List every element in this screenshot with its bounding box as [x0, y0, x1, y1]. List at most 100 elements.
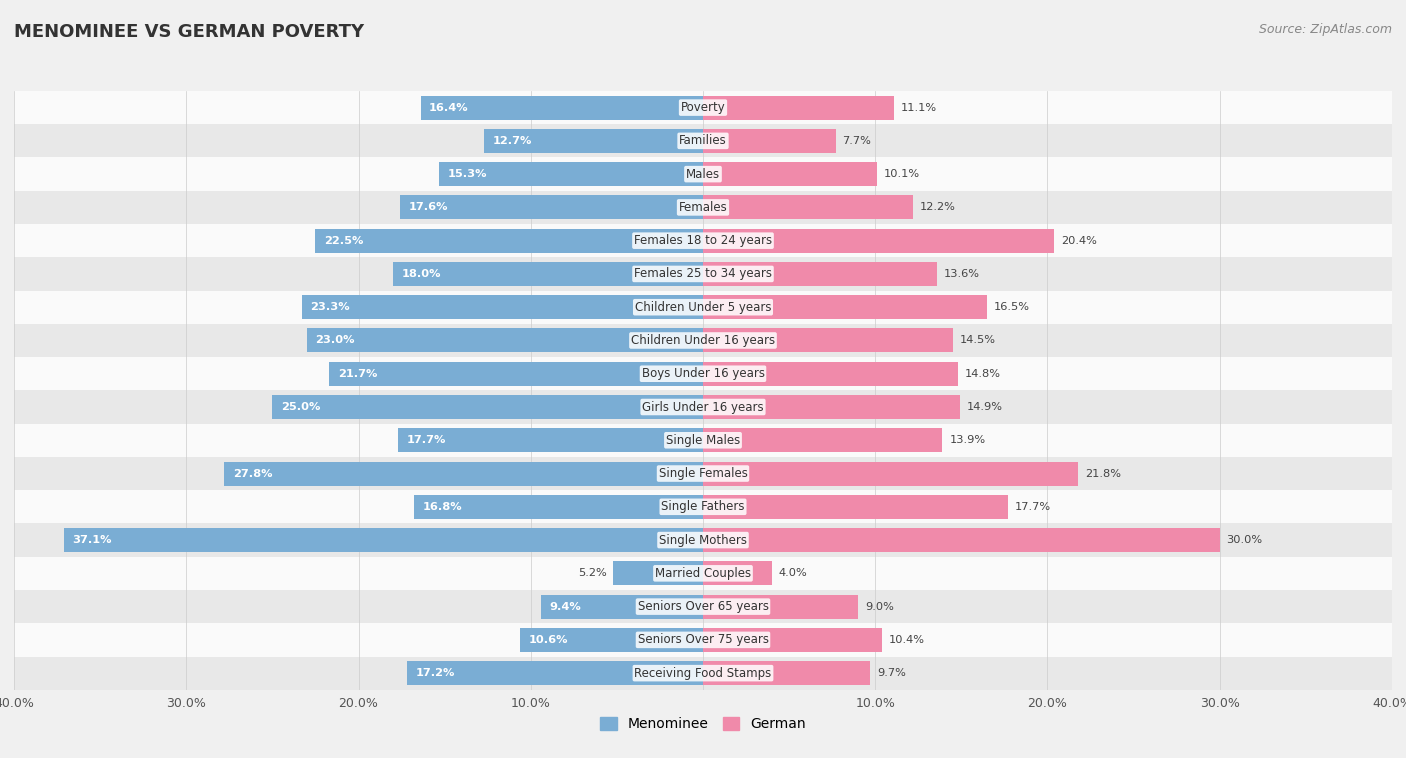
Text: Girls Under 16 years: Girls Under 16 years	[643, 400, 763, 414]
Bar	[14, 390, 1392, 424]
Text: Females 25 to 34 years: Females 25 to 34 years	[634, 268, 772, 280]
Bar	[703, 262, 938, 286]
Text: 4.0%: 4.0%	[779, 568, 807, 578]
Bar	[703, 328, 953, 352]
Bar	[14, 524, 1392, 556]
Text: 14.9%: 14.9%	[966, 402, 1002, 412]
Text: Females: Females	[679, 201, 727, 214]
Bar	[520, 628, 703, 652]
Bar	[703, 428, 942, 453]
Text: 17.2%: 17.2%	[415, 668, 454, 678]
Text: 16.8%: 16.8%	[422, 502, 463, 512]
Bar	[14, 556, 1392, 590]
Bar	[65, 528, 703, 552]
Text: 10.6%: 10.6%	[529, 635, 568, 645]
Bar	[302, 295, 703, 319]
Text: 21.8%: 21.8%	[1085, 468, 1122, 478]
Text: 30.0%: 30.0%	[1226, 535, 1263, 545]
Bar	[14, 290, 1392, 324]
Bar	[398, 428, 703, 453]
Text: 22.5%: 22.5%	[323, 236, 364, 246]
Bar	[484, 129, 703, 153]
Text: 17.6%: 17.6%	[409, 202, 449, 212]
Bar	[14, 191, 1392, 224]
Bar	[14, 424, 1392, 457]
Bar	[703, 162, 877, 186]
Bar	[14, 490, 1392, 524]
Text: 13.6%: 13.6%	[945, 269, 980, 279]
Text: 21.7%: 21.7%	[337, 368, 377, 379]
Bar	[703, 229, 1054, 252]
Bar	[440, 162, 703, 186]
Bar	[329, 362, 703, 386]
Bar	[315, 229, 703, 252]
Bar	[14, 224, 1392, 257]
Text: Children Under 5 years: Children Under 5 years	[634, 301, 772, 314]
Text: 7.7%: 7.7%	[842, 136, 872, 146]
Text: 17.7%: 17.7%	[1015, 502, 1050, 512]
Text: 14.5%: 14.5%	[960, 336, 995, 346]
Bar	[703, 661, 870, 685]
Bar	[273, 395, 703, 419]
Bar	[14, 124, 1392, 158]
Bar	[703, 362, 957, 386]
Bar	[399, 196, 703, 219]
Text: 25.0%: 25.0%	[281, 402, 321, 412]
Bar	[703, 395, 960, 419]
Text: 15.3%: 15.3%	[449, 169, 488, 179]
Bar	[703, 562, 772, 585]
Bar	[541, 594, 703, 619]
Text: Seniors Over 65 years: Seniors Over 65 years	[637, 600, 769, 613]
Text: Single Males: Single Males	[666, 434, 740, 446]
Bar	[14, 656, 1392, 690]
Bar	[703, 528, 1219, 552]
Text: Married Couples: Married Couples	[655, 567, 751, 580]
Text: Seniors Over 75 years: Seniors Over 75 years	[637, 634, 769, 647]
Text: Single Mothers: Single Mothers	[659, 534, 747, 547]
Text: Poverty: Poverty	[681, 101, 725, 114]
Text: 9.7%: 9.7%	[877, 668, 905, 678]
Bar	[14, 158, 1392, 191]
Text: Single Fathers: Single Fathers	[661, 500, 745, 513]
Text: 5.2%: 5.2%	[578, 568, 606, 578]
Text: 12.2%: 12.2%	[920, 202, 956, 212]
Bar	[703, 96, 894, 120]
Text: Source: ZipAtlas.com: Source: ZipAtlas.com	[1258, 23, 1392, 36]
Bar	[14, 623, 1392, 656]
Text: Receiving Food Stamps: Receiving Food Stamps	[634, 666, 772, 680]
Bar	[14, 590, 1392, 623]
Text: 20.4%: 20.4%	[1062, 236, 1097, 246]
Text: 23.3%: 23.3%	[311, 302, 350, 312]
Bar	[392, 262, 703, 286]
Text: 16.5%: 16.5%	[994, 302, 1031, 312]
Bar	[703, 495, 1008, 518]
Text: 11.1%: 11.1%	[901, 102, 938, 113]
Bar	[703, 628, 882, 652]
Text: Families: Families	[679, 134, 727, 147]
Text: 27.8%: 27.8%	[233, 468, 273, 478]
Text: Males: Males	[686, 168, 720, 180]
Bar	[703, 462, 1078, 486]
Text: 10.4%: 10.4%	[889, 635, 925, 645]
Bar	[413, 495, 703, 518]
Text: 17.7%: 17.7%	[406, 435, 446, 445]
Text: 16.4%: 16.4%	[429, 102, 468, 113]
Text: Children Under 16 years: Children Under 16 years	[631, 334, 775, 347]
Text: 23.0%: 23.0%	[315, 336, 354, 346]
Legend: Menominee, German: Menominee, German	[595, 712, 811, 737]
Bar	[703, 295, 987, 319]
Text: Boys Under 16 years: Boys Under 16 years	[641, 367, 765, 381]
Bar	[307, 328, 703, 352]
Bar	[14, 357, 1392, 390]
Text: MENOMINEE VS GERMAN POVERTY: MENOMINEE VS GERMAN POVERTY	[14, 23, 364, 41]
Bar	[224, 462, 703, 486]
Bar	[703, 196, 912, 219]
Text: 10.1%: 10.1%	[884, 169, 920, 179]
Bar	[703, 594, 858, 619]
Text: Females 18 to 24 years: Females 18 to 24 years	[634, 234, 772, 247]
Bar	[406, 661, 703, 685]
Text: Single Females: Single Females	[658, 467, 748, 480]
Bar	[14, 457, 1392, 490]
Text: 18.0%: 18.0%	[402, 269, 441, 279]
Bar	[420, 96, 703, 120]
